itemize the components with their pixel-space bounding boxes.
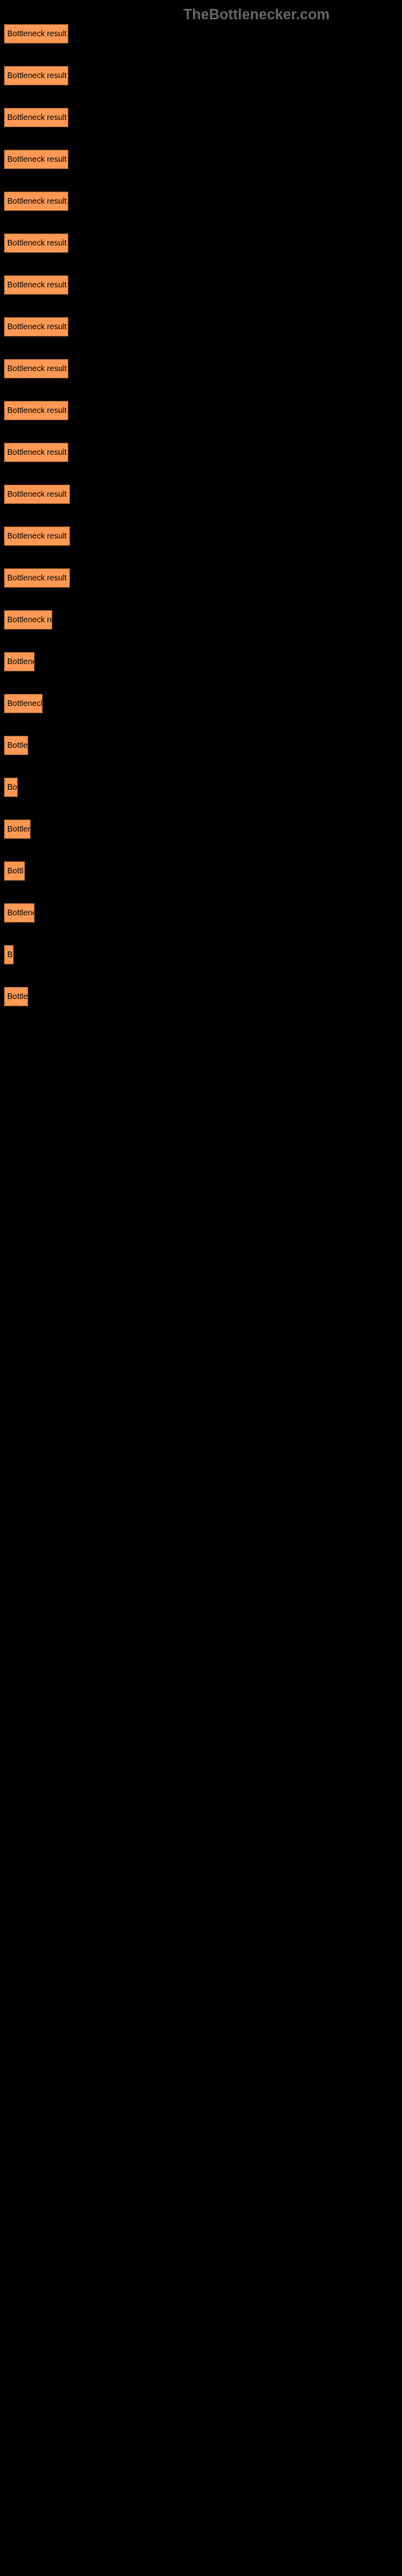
bar: Bottlen — [4, 819, 31, 839]
bar-row: Bottleneck result — [4, 401, 402, 420]
bar-row: Bottl — [4, 861, 402, 881]
bar: Bottleneck re — [4, 610, 52, 630]
bar-row: Bottleneck — [4, 694, 402, 713]
bar-row: Bottlene — [4, 903, 402, 923]
bar: Bottleneck result — [4, 24, 68, 43]
bar-row: Bottleneck result — [4, 233, 402, 253]
bar: Bottlene — [4, 652, 35, 671]
bar: Bottlene — [4, 903, 35, 923]
bar-row: Bottleneck result — [4, 275, 402, 295]
bar: Bottl — [4, 861, 25, 881]
bar-row: Bottleneck result — [4, 359, 402, 378]
bar-row: Bottleneck result — [4, 443, 402, 462]
bar-row: Bottle — [4, 987, 402, 1006]
bar-row: Bo — [4, 778, 402, 797]
bar: Bottleneck — [4, 694, 43, 713]
bar: Bottleneck result — [4, 150, 68, 169]
bar: Bottleneck result — [4, 192, 68, 211]
bar-row: Bottlen — [4, 819, 402, 839]
bar-row: Bottleneck result — [4, 192, 402, 211]
bar-row: Bottleneck result — [4, 24, 402, 43]
bar: Bottleneck result — [4, 568, 70, 588]
bar-row: Bottleneck result — [4, 150, 402, 169]
bar: Bottleneck result — [4, 66, 68, 85]
bar: B — [4, 945, 14, 964]
bar: Bottleneck result — [4, 108, 68, 127]
bar: Bottleneck result — [4, 359, 68, 378]
bar: Bottleneck result — [4, 443, 68, 462]
bar-row: B — [4, 945, 402, 964]
bar-row: Bottleneck result — [4, 108, 402, 127]
bar-row: Bottleneck result — [4, 317, 402, 336]
bar: Bottleneck result — [4, 485, 70, 504]
bar-chart: Bottleneck result Bottleneck result Bottle… — [0, 0, 402, 1006]
bar: Bo — [4, 778, 18, 797]
watermark-text: TheBottlenecker.com — [183, 6, 330, 23]
bar: Bottleneck result — [4, 275, 68, 295]
bar: Bottle — [4, 736, 28, 755]
bar: Bottleneck result — [4, 401, 68, 420]
bar-row: Bottlene — [4, 652, 402, 671]
bar-row: Bottleneck re — [4, 610, 402, 630]
bar: Bottleneck result — [4, 526, 70, 546]
bar: Bottle — [4, 987, 28, 1006]
bar: Bottleneck result — [4, 233, 68, 253]
bar-row: Bottleneck result — [4, 66, 402, 85]
bar-row: Bottleneck result — [4, 485, 402, 504]
bar-row: Bottle — [4, 736, 402, 755]
bar-row: Bottleneck result — [4, 526, 402, 546]
bar-row: Bottleneck result — [4, 568, 402, 588]
bar: Bottleneck result — [4, 317, 68, 336]
